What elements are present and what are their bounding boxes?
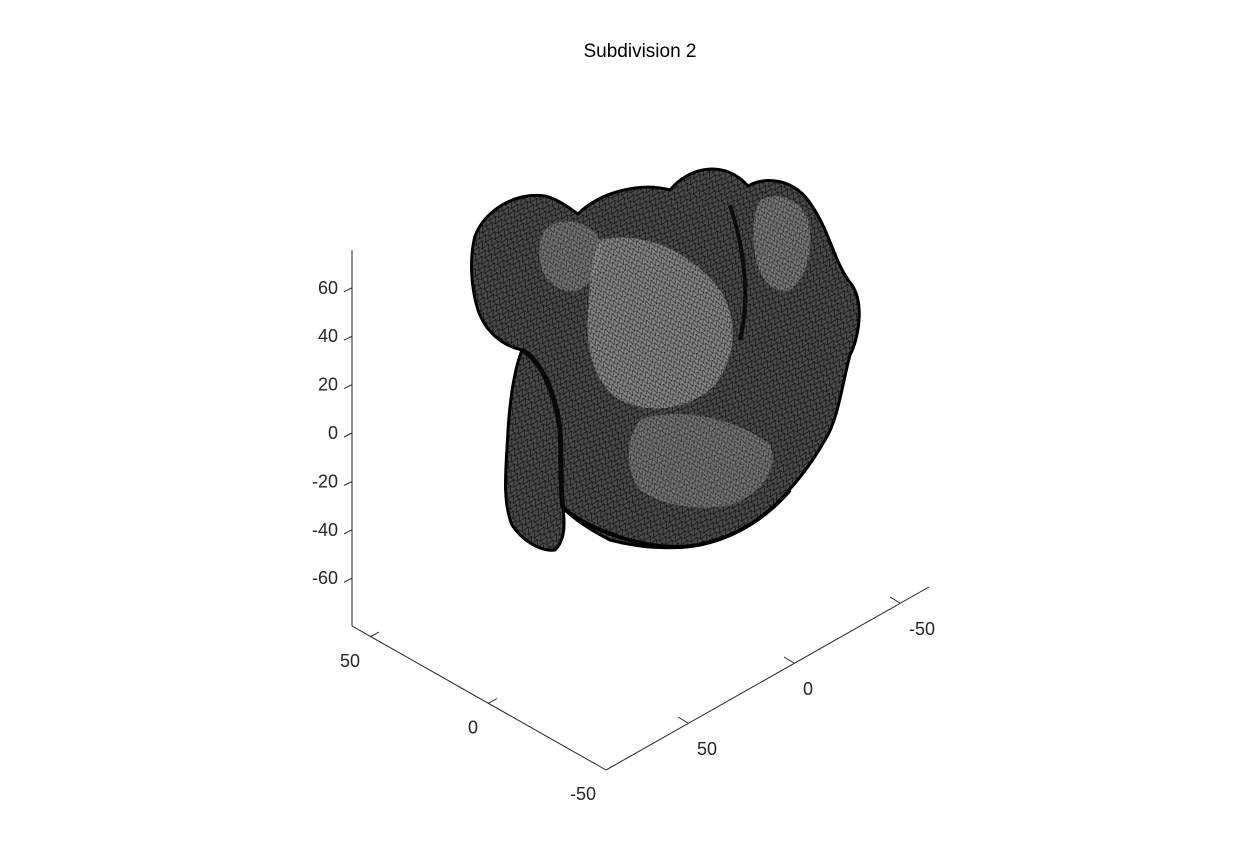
mesh-highlight-center [587, 237, 733, 409]
y-tick-label: 50 [340, 651, 360, 671]
z-tick-label: 0 [328, 423, 338, 443]
y-axis-ticks: -50 0 50 [340, 631, 616, 804]
z-tick-mark [343, 335, 353, 341]
z-tick-mark [343, 577, 353, 583]
mesh-surface [470, 167, 861, 552]
z-axis-ticks: -60 -40 -20 0 20 40 60 [312, 278, 353, 588]
z-tick-mark [343, 529, 353, 535]
y-tick-label: -50 [570, 784, 596, 804]
mesh-thumb-crease [520, 347, 566, 509]
x-tick-label: -50 [909, 619, 935, 639]
chart-title: Subdivision 2 [583, 41, 696, 62]
x-tick-mark [889, 596, 901, 604]
mesh-finger-crease [728, 204, 748, 341]
z-tick-mark [343, 287, 353, 293]
y-tick-mark [487, 698, 498, 704]
y-tick-label: 0 [468, 718, 478, 738]
y-tick-mark [605, 764, 616, 771]
z-tick-mark [343, 384, 353, 390]
z-tick-label: -60 [312, 568, 338, 588]
x-tick-mark [677, 716, 689, 724]
x-tick-label: 0 [803, 679, 813, 699]
x-tick-label: 50 [697, 739, 717, 759]
z-tick-label: 20 [318, 375, 338, 395]
x-axis-ticks: -50 0 50 [677, 596, 935, 759]
y-axis-line [351, 625, 607, 771]
z-tick-mark [343, 480, 353, 486]
z-tick-label: -40 [312, 520, 338, 540]
z-tick-label: 60 [318, 278, 338, 298]
mesh-highlight-finger-right [753, 196, 811, 291]
z-tick-label: -20 [312, 471, 338, 491]
x-tick-mark [783, 656, 795, 664]
y-tick-mark [369, 631, 380, 638]
mesh-highlight-finger-left [539, 221, 602, 292]
axes: -60 -40 -20 0 20 40 60 -50 0 50 -50 0 50 [312, 250, 935, 804]
mesh-lower-rim [561, 488, 792, 550]
z-tick-label: 40 [318, 326, 338, 346]
x-axis-line [605, 586, 930, 771]
mesh-highlight-lower [628, 414, 773, 508]
z-tick-mark [343, 432, 353, 438]
